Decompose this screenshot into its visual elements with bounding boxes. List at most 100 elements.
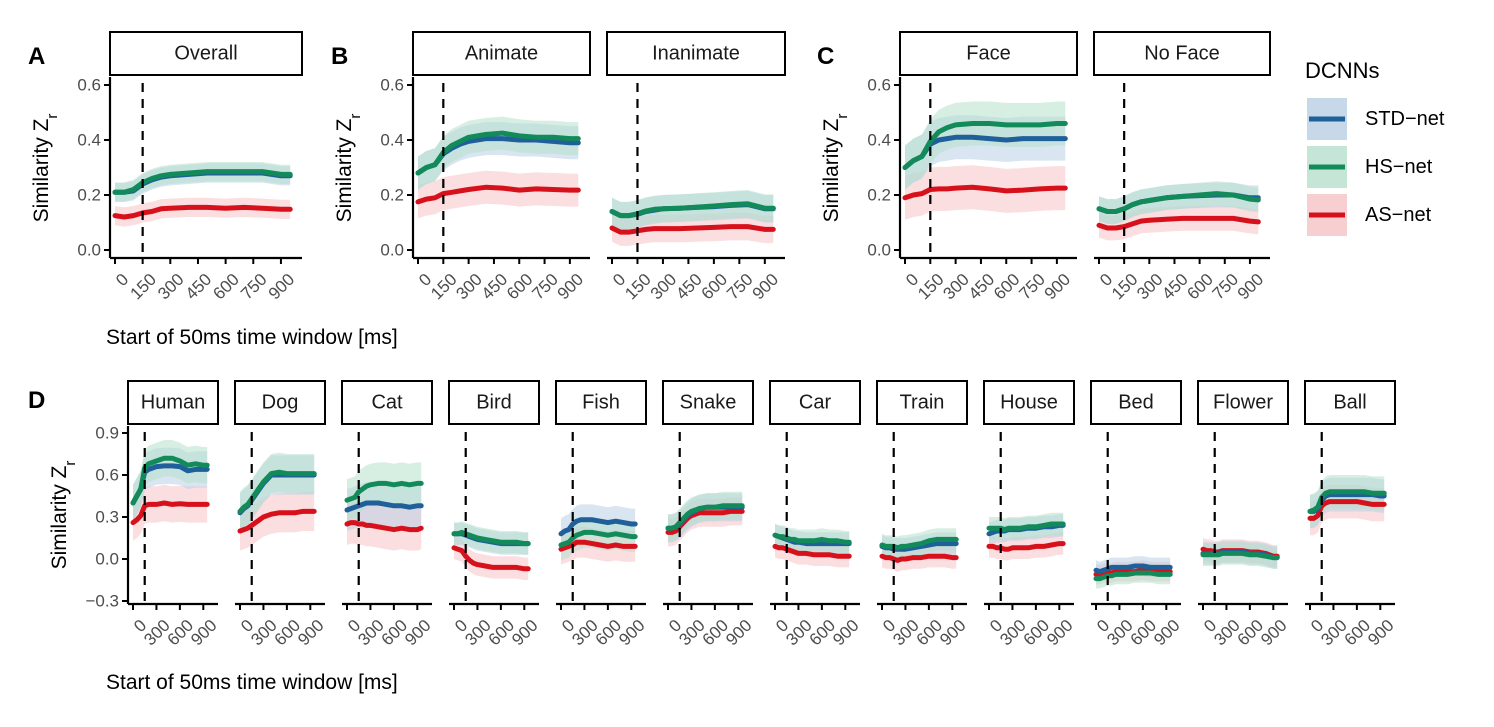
series-line-std-net (344, 500, 424, 513)
x-tick-label: 900 (1043, 616, 1076, 649)
series-line-as-net (130, 500, 210, 526)
x-tick-label: 900 (936, 616, 969, 649)
panel-letter-d: D (28, 387, 45, 414)
series-line-hs-net (1200, 550, 1280, 561)
facet-strip (555, 380, 647, 425)
facet-strip-label: Cat (371, 392, 403, 414)
ci-ribbon-as-net (905, 165, 1066, 220)
x-tick-label: 900 (1234, 270, 1267, 303)
facet-strip (448, 380, 540, 425)
facet-strip (662, 380, 754, 425)
series-line-as-net (344, 520, 424, 533)
y-axis-title-main: Similarity Z (333, 118, 356, 222)
y-tick-label: 0.6 (77, 76, 101, 95)
facet-strip-label: Face (966, 43, 1010, 65)
facet-strip (1093, 31, 1271, 76)
y-axis-title: Similarity Zr (820, 114, 851, 223)
series-line-as-net (879, 553, 959, 563)
legend-label: AS−net (1365, 204, 1432, 226)
series-line-as-net (986, 541, 1066, 552)
series-line-as-net (558, 539, 638, 552)
facet-strip-label: Overall (174, 43, 237, 65)
x-tick-label: 300 (154, 270, 187, 303)
series-line-hs-net (112, 169, 293, 195)
facet-strip-label: Car (799, 392, 832, 414)
series-line-as-net (112, 204, 293, 220)
y-tick-label: 0.9 (95, 424, 119, 443)
y-axis-title: Similarity Zr (333, 114, 364, 223)
series-line-as-net (415, 184, 581, 205)
y-tick-label: 0.2 (867, 186, 891, 205)
series-line-std-net (558, 517, 638, 537)
legend-title: DCNNs (1305, 58, 1380, 83)
x-tick-label: 900 (1150, 616, 1183, 649)
facet-strip (983, 380, 1075, 425)
x-tick-label: 900 (749, 270, 782, 303)
y-tick-label: 0.0 (867, 241, 891, 260)
x-tick-label: 900 (265, 270, 298, 303)
facet-strip (1090, 380, 1182, 425)
x-tick-label: 900 (294, 616, 327, 649)
x-tick-label: 900 (554, 270, 587, 303)
x-tick-label: 150 (126, 270, 159, 303)
y-axis-title-subscript: r (834, 114, 851, 119)
series-line-hs-net (130, 455, 210, 506)
x-tick-label: 750 (237, 270, 270, 303)
series-line-hs-net (237, 469, 317, 514)
panel-human: D Human0300600900−0.30.00.30.60.9Similari… (28, 380, 221, 649)
facet-strip-label: Bed (1118, 392, 1154, 414)
y-tick-label: 0.0 (95, 550, 119, 569)
series-line-hs-net (609, 201, 776, 219)
series-line-hs-net (879, 536, 959, 551)
facet-strip-label: Flower (1213, 392, 1273, 414)
series-line-hs-net (665, 503, 745, 531)
series-line-hs-net (451, 529, 531, 547)
y-axis-title-subscript: r (347, 114, 364, 119)
x-tick-label: 900 (401, 616, 434, 649)
series-line-hs-net (1093, 570, 1173, 582)
ci-ribbon-hs-net (347, 462, 422, 522)
facet-strip (1304, 380, 1396, 425)
facet-strip-label: Inanimate (652, 43, 740, 65)
legend-label: HS−net (1365, 156, 1433, 178)
legend-label: STD−net (1365, 108, 1445, 130)
panel-animate: B Animate01503004506007509000.00.20.40.6S… (331, 31, 591, 303)
y-axis-title-subscript: r (44, 114, 61, 119)
y-tick-label: 0.3 (95, 508, 119, 527)
y-tick-label: 0.4 (77, 131, 101, 150)
series-line-as-net (902, 184, 1068, 201)
y-axis-title-subscript: r (62, 461, 79, 466)
series-line-as-net (609, 224, 776, 235)
x-axis-title-bottom: Start of 50ms time window [ms] (106, 671, 398, 694)
ci-ribbon-as-net (418, 170, 579, 219)
y-axis-title: Similarity Zr (48, 461, 79, 570)
series-line-hs-net (558, 529, 638, 548)
y-tick-label: 0.2 (77, 186, 101, 205)
facet-strip-label: Human (141, 392, 205, 414)
facet-strip-label: Bird (476, 392, 512, 414)
y-axis-title-main: Similarity Z (30, 118, 53, 222)
panel-letter-c: C (817, 43, 834, 70)
series-line-as-net (772, 543, 852, 559)
facet-strip-label: Dog (262, 392, 299, 414)
series-line-as-net (237, 508, 317, 534)
panel-letter-a: A (28, 43, 45, 70)
y-tick-label: 0.0 (380, 241, 404, 260)
facet-strip-label: House (1000, 392, 1058, 414)
y-tick-label: 0.6 (95, 466, 119, 485)
facet-strip (1197, 380, 1289, 425)
x-tick-label: 450 (182, 270, 215, 303)
x-tick-label: 900 (187, 616, 220, 649)
y-tick-label: 0.6 (867, 76, 891, 95)
facet-strip (127, 380, 219, 425)
x-tick-label: 600 (209, 270, 242, 303)
